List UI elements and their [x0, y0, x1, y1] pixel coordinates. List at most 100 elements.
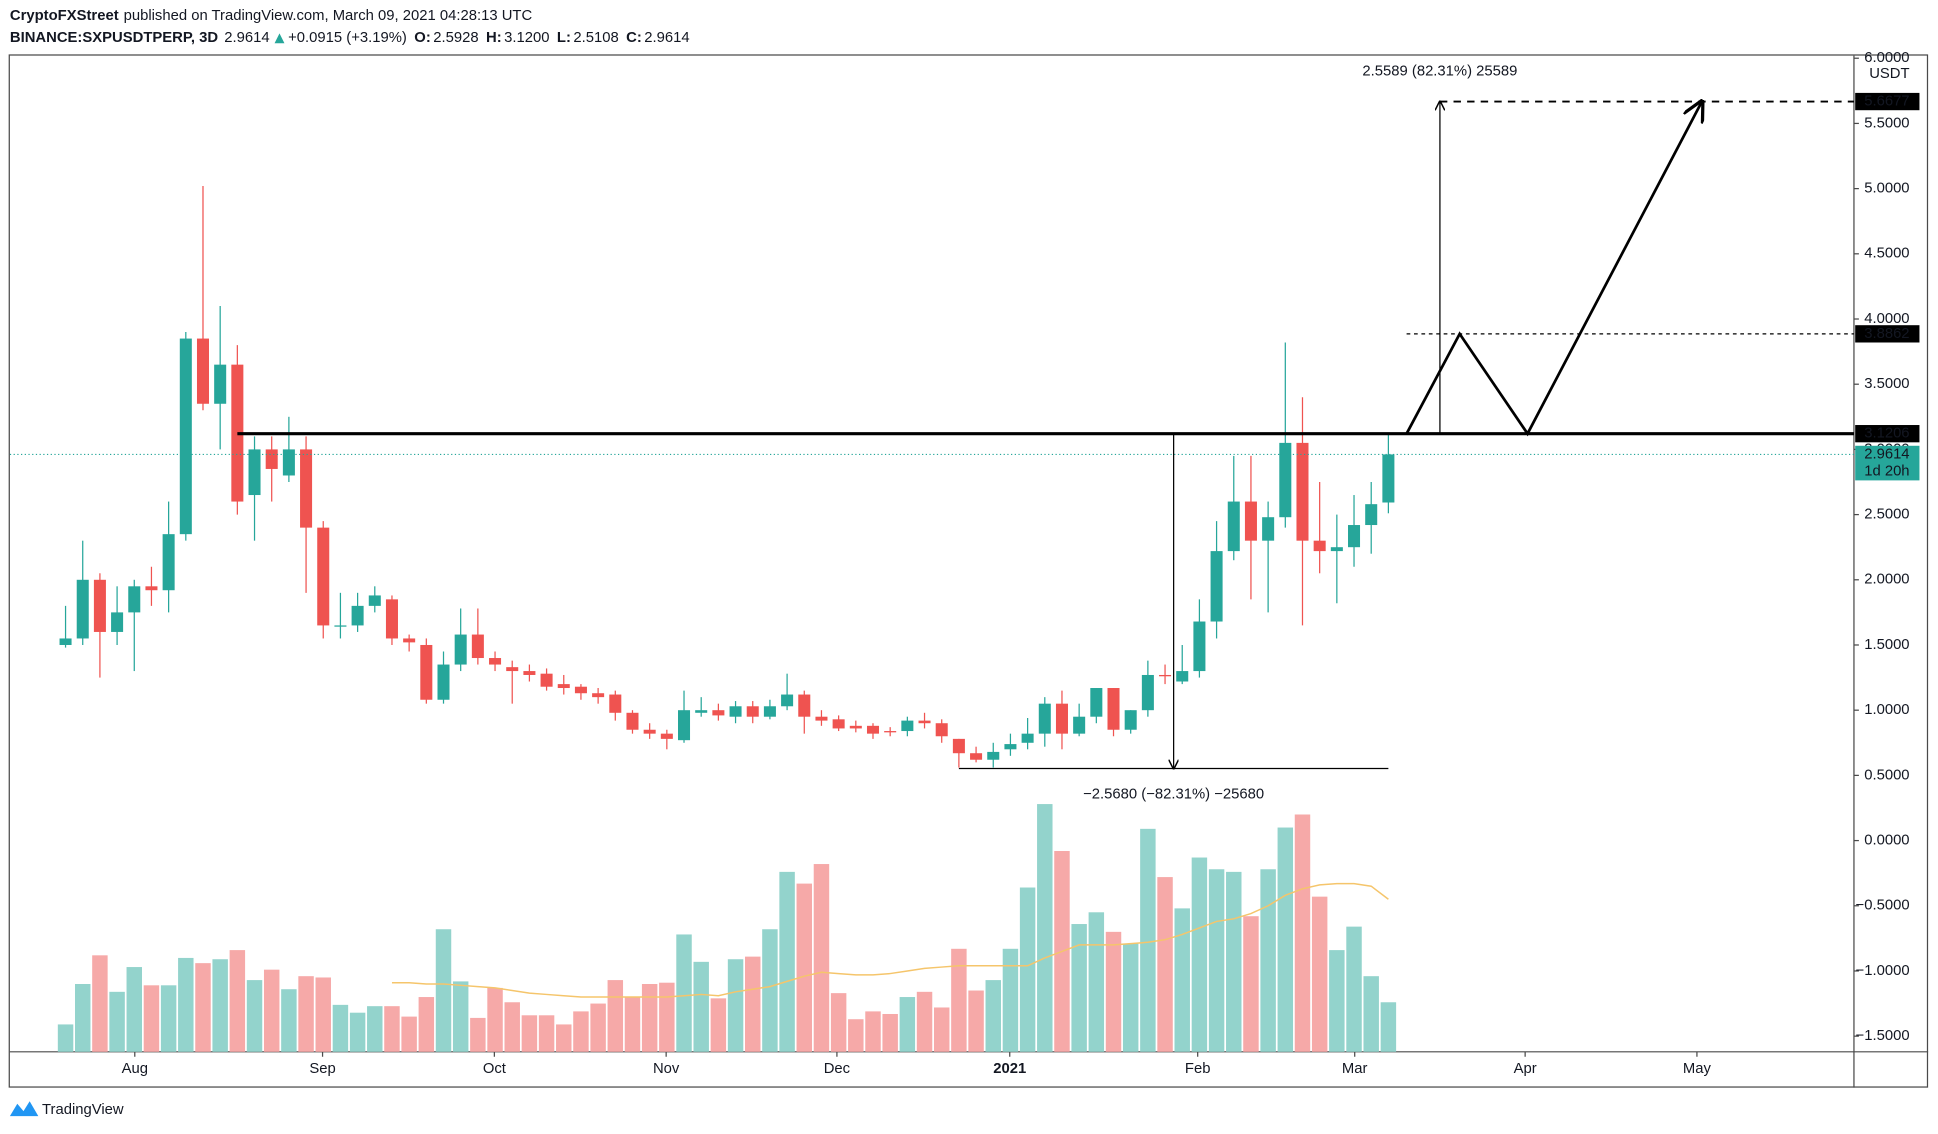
- candle-body: [403, 638, 416, 643]
- target-tag: 3.8862: [1864, 326, 1909, 342]
- candle-body: [1073, 716, 1086, 734]
- candle-body: [574, 686, 587, 694]
- candle-body: [866, 725, 880, 734]
- unit-bg: [1856, 65, 1914, 82]
- change-arrow: [274, 33, 285, 44]
- ohlc-label: H:: [486, 30, 502, 46]
- volume-bar: [762, 929, 778, 1052]
- volume-bar: [504, 1002, 520, 1052]
- volume-bar: [848, 1019, 864, 1052]
- volume-bar: [229, 950, 246, 1052]
- candle-body: [1021, 733, 1034, 743]
- volume-bar: [710, 998, 727, 1052]
- volume-bar: [126, 967, 143, 1052]
- candle-body: [935, 723, 948, 737]
- candle-body: [1090, 688, 1103, 717]
- y-tick-label: −1.0000: [1856, 963, 1910, 979]
- volume-bar: [830, 993, 847, 1052]
- candle-body: [729, 706, 742, 717]
- volume-bar: [779, 871, 795, 1052]
- candle-body: [385, 599, 398, 639]
- x-tick-label: Oct: [483, 1061, 507, 1077]
- volume-bar: [1243, 916, 1259, 1052]
- volume-bar: [435, 929, 452, 1052]
- candle-body: [145, 586, 158, 591]
- candle-body: [471, 634, 484, 659]
- volume-bar: [452, 981, 469, 1052]
- volume-bar: [813, 864, 830, 1052]
- target-tag: 5.6677: [1864, 93, 1909, 109]
- candle-body: [1296, 442, 1309, 541]
- published: published on TradingView.com, March 09, …: [124, 8, 533, 24]
- x-tick-label: 2021: [993, 1061, 1026, 1077]
- x-tick-label: Sep: [309, 1061, 335, 1077]
- y-tick-label: −1.5000: [1856, 1028, 1910, 1044]
- volume-bar: [556, 1024, 572, 1052]
- measure-up-label: 2.5589 (82.31%) 25589: [1362, 64, 1517, 80]
- candle-body: [76, 579, 89, 639]
- candle-body: [1279, 442, 1292, 518]
- x-tick-label: Apr: [1514, 1061, 1537, 1077]
- volume-bar: [1088, 912, 1105, 1052]
- volume-bar: [401, 1016, 417, 1052]
- volume-bar: [882, 1013, 898, 1052]
- volume-bar: [1174, 908, 1190, 1052]
- candle-body: [678, 710, 691, 741]
- volume-bar: [624, 997, 641, 1052]
- volume-bar: [178, 957, 194, 1052]
- volume-bar: [573, 1011, 589, 1052]
- volume-bar: [143, 985, 160, 1052]
- candle-body: [987, 751, 1000, 760]
- candle-body: [1262, 517, 1275, 541]
- y-tick-label: −0.5000: [1856, 898, 1910, 914]
- candle-body: [849, 725, 862, 729]
- volume-bar: [367, 1006, 383, 1052]
- candle-body: [1176, 671, 1189, 682]
- y-tick-label: 3.5000: [1864, 376, 1909, 392]
- volume-bar: [521, 1015, 538, 1052]
- candle-body: [351, 605, 364, 626]
- x-tick-label: May: [1683, 1061, 1712, 1077]
- candle-body: [609, 694, 622, 713]
- volume-bar: [349, 1012, 366, 1052]
- candle-body: [592, 693, 605, 698]
- volume-bar: [195, 963, 211, 1052]
- candle-body: [1330, 547, 1343, 552]
- candle-body: [214, 364, 227, 404]
- volume-bar: [916, 991, 933, 1052]
- volume-bar: [641, 984, 658, 1052]
- projection-path: [1405, 102, 1702, 437]
- volume-bar: [968, 990, 984, 1052]
- footer-logo: [9, 1101, 39, 1117]
- candle-body: [300, 449, 313, 528]
- volume-bar: [1122, 943, 1139, 1052]
- y-tick-label: 5.5000: [1864, 115, 1909, 131]
- volume-bar: [590, 1003, 606, 1052]
- candle-body: [1107, 688, 1120, 730]
- candle-body: [248, 449, 261, 496]
- candle-body: [660, 733, 673, 739]
- volume-bar: [1208, 869, 1225, 1052]
- candle-body: [746, 706, 759, 717]
- y-tick-label: 4.0000: [1864, 311, 1909, 327]
- y-tick-label: 0.5000: [1864, 767, 1909, 783]
- volume-bar: [315, 977, 331, 1052]
- volume-bar: [607, 980, 624, 1052]
- change: +0.0915 (+3.19%): [288, 30, 407, 46]
- footer-brand: TradingView: [42, 1102, 124, 1118]
- y-tick-label: 2.0000: [1864, 572, 1909, 588]
- volume-bar: [865, 1011, 881, 1052]
- candle-body: [781, 694, 794, 707]
- candle-body: [540, 673, 553, 687]
- resistance-tag: 3.1206: [1864, 426, 1909, 442]
- ohlc-value: 2.5928: [433, 30, 478, 46]
- last-price-tag: 2.9614: [1864, 446, 1909, 462]
- candle-body: [59, 638, 72, 645]
- target-tag-bg: [1855, 92, 1920, 111]
- candle-body: [523, 671, 536, 675]
- volume-bar: [796, 883, 813, 1052]
- candle-body: [1141, 674, 1154, 711]
- candle-body: [1365, 504, 1378, 526]
